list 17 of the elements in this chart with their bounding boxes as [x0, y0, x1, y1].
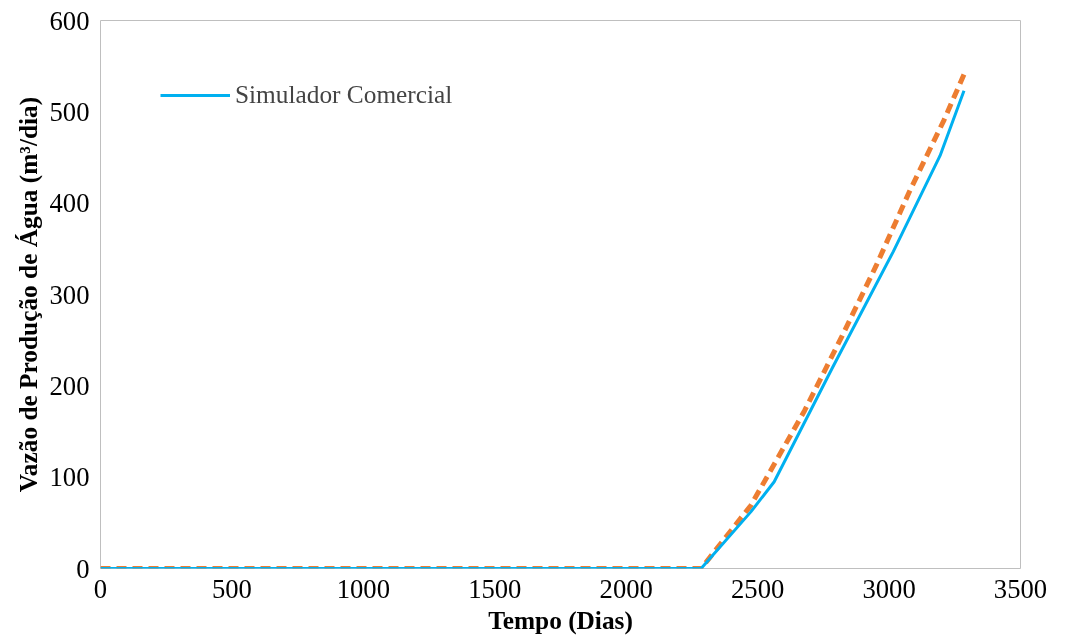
x-tick-label: 1500	[468, 573, 522, 604]
y-tick-label: 500	[49, 96, 90, 127]
x-axis-title: Tempo (Dias)	[488, 605, 633, 635]
y-tick-label: 600	[49, 5, 90, 36]
y-tick-label: 200	[49, 370, 90, 401]
x-tick-label: 3000	[862, 573, 916, 604]
legend-label: Simulador Comercial	[235, 80, 453, 109]
x-tick-label: 2000	[599, 573, 653, 604]
y-tick-label: 100	[49, 462, 90, 493]
x-tick-label: 500	[211, 573, 252, 604]
x-tick-label: 1000	[336, 573, 391, 604]
y-tick-label: 300	[49, 279, 90, 310]
x-tick-label: 3500	[993, 573, 1048, 604]
y-axis-title: Vazão de Produção de Água (m³/dia)	[13, 96, 43, 493]
y-tick-label: 0	[76, 553, 90, 584]
y-tick-label: 400	[49, 188, 90, 219]
x-tick-label: 2500	[730, 573, 785, 604]
